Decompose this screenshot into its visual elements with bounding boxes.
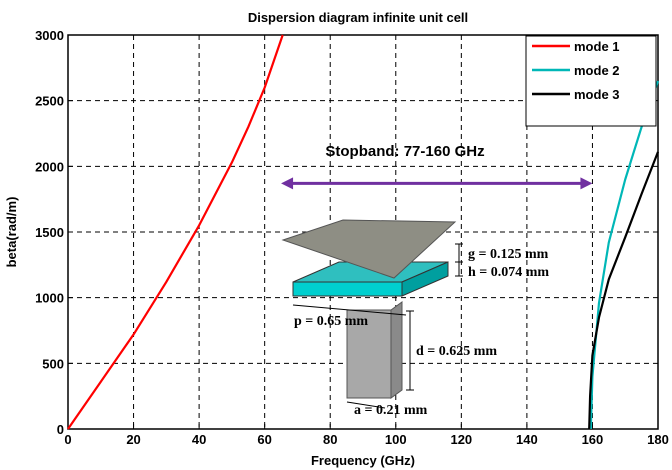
a-dimension-marker (346, 401, 386, 409)
p-dimension-marker (292, 304, 407, 316)
dimension-label-p: p = 0.65 mm (294, 314, 368, 329)
series-line-mode-3 (588, 151, 660, 430)
y-tick-label: 2000 (35, 159, 64, 174)
y-tick-label: 3000 (35, 28, 64, 43)
legend-label-mode-2: mode 2 (574, 63, 620, 78)
dimension-label-g: g = 0.125 mm (468, 247, 549, 262)
substrate-front-face (292, 281, 403, 297)
y-tick-label: 1000 (35, 291, 64, 306)
x-tick-label: 160 (582, 432, 604, 447)
y-tick-label: 0 (57, 422, 64, 437)
stopband-arrowhead-right (580, 177, 593, 190)
dimension-label-d: d = 0.625 mm (416, 344, 497, 359)
top-plate (281, 219, 457, 279)
legend-label-mode-3: mode 3 (574, 87, 620, 102)
dimension-label-a: a = 0.21 mm (354, 403, 428, 418)
x-tick-label: 120 (450, 432, 472, 447)
unit-cell-illustration: g = 0.125 mm h = 0.074 mm p = 0.65 mm d … (281, 219, 549, 418)
legend-box (525, 35, 657, 127)
series-line-mode-2 (589, 80, 660, 430)
x-tick-label: 100 (385, 432, 407, 447)
y-tick-label: 2500 (35, 94, 64, 109)
axis-ticks: 0 20 40 60 80 100 120 140 160 180 0 500 1000 1500 2000… (35, 28, 669, 447)
series-group (67, 34, 660, 430)
y-tick-label: 1500 (35, 225, 64, 240)
x-tick-label: 0 (64, 432, 71, 447)
x-tick-label: 60 (257, 432, 271, 447)
legend-label-mode-1: mode 1 (574, 39, 620, 54)
stub-side-face (390, 301, 403, 399)
x-tick-label: 20 (126, 432, 140, 447)
stopband-arrowhead-left (281, 177, 294, 190)
y-tick-label: 500 (42, 356, 64, 371)
x-tick-label: 180 (647, 432, 669, 447)
stopband-annotation: Stopband: 77-160 GHz (281, 143, 593, 190)
series-line-mode-1 (67, 34, 284, 430)
stopband-label: Stopband: 77-160 GHz (325, 143, 484, 160)
legend: mode 1 mode 2 mode 3 (525, 35, 657, 127)
x-tick-label: 80 (323, 432, 337, 447)
y-axis-label: beta(rad/m) (4, 197, 19, 268)
substrate-side-face (401, 261, 449, 297)
chart-title: Dispersion diagram infinite unit cell (248, 10, 468, 25)
dimension-label-h: h = 0.074 mm (468, 265, 549, 280)
x-axis-label: Frequency (GHz) (311, 453, 415, 468)
x-tick-label: 40 (192, 432, 206, 447)
x-tick-label: 140 (516, 432, 538, 447)
